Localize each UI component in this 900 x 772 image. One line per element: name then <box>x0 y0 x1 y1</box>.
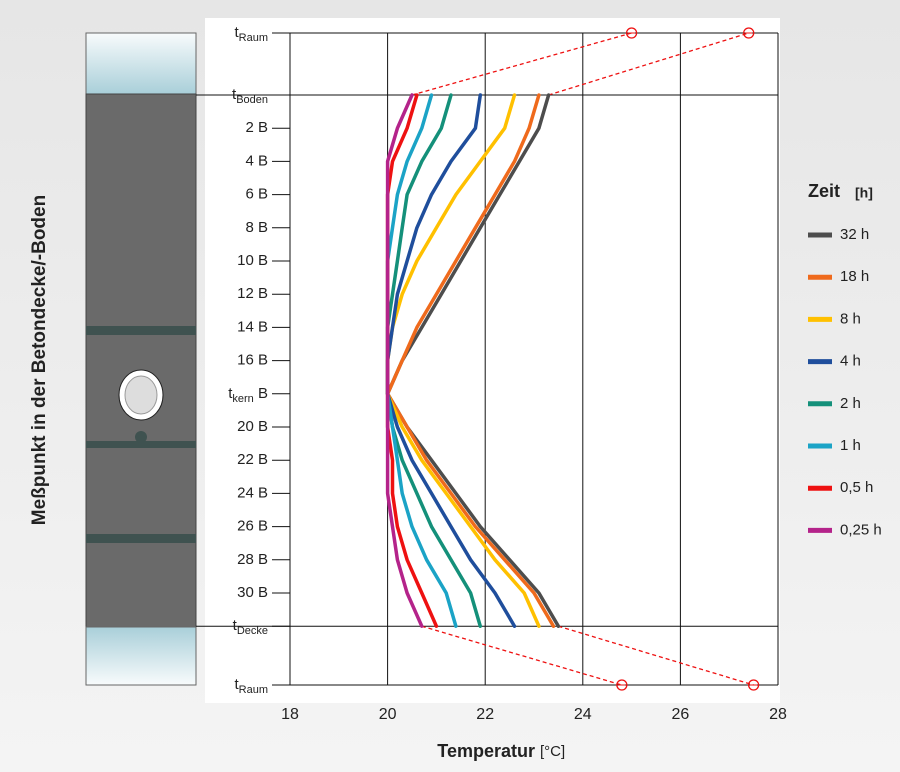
label-main: 6 B <box>245 186 268 203</box>
label-main: t <box>234 24 239 41</box>
x-tick-label: 20 <box>379 706 397 723</box>
label-sub: kern <box>232 393 253 405</box>
label-main: 12 B <box>237 285 268 302</box>
legend-label: 32 h <box>840 226 869 243</box>
series-line <box>385 93 556 628</box>
legend-label: 8 h <box>840 310 861 327</box>
x-tick-label: 24 <box>574 706 592 723</box>
y-tick-label: 12 B <box>237 285 268 302</box>
legend-label: 0,25 h <box>840 521 882 538</box>
y-tick-label: 24 B <box>237 484 268 501</box>
y-tick-label: 8 B <box>245 219 268 236</box>
y-tick-label: 4 B <box>245 152 268 169</box>
legend-label: 1 h <box>840 437 861 454</box>
y-tick-label: 6 B <box>245 186 268 203</box>
y-tick-label: 30 B <box>237 584 268 601</box>
label-main: 8 B <box>245 219 268 236</box>
room-point <box>747 679 760 691</box>
label-main: 28 B <box>237 551 268 568</box>
legend-label: 0,5 h <box>840 479 873 496</box>
label-main: 10 B <box>237 252 268 269</box>
y-tick-label: tkern B <box>228 385 268 405</box>
y-tick-label: tBoden <box>232 86 268 106</box>
y-tick-label: 22 B <box>237 451 268 468</box>
x-tick-label: 22 <box>476 706 494 723</box>
y-tick-label: 26 B <box>237 518 268 535</box>
y-tick-label: 28 B <box>237 551 268 568</box>
room-point <box>743 27 755 39</box>
room-point <box>625 27 638 39</box>
label-main: t <box>232 86 237 103</box>
legend-title: Zeit <box>808 181 840 201</box>
room-connector <box>558 625 754 686</box>
y-tick-label: tRaum <box>234 676 268 696</box>
x-axis-unit: [°C] <box>540 743 565 760</box>
label-main: 2 B <box>245 119 268 136</box>
y-axis-label: Meßpunkt in der Betondecke/-Boden <box>29 195 50 525</box>
label-main: 22 B <box>237 451 268 468</box>
label-suffix: B <box>254 385 268 402</box>
y-tick-label: tDecke <box>233 617 268 637</box>
label-main: 20 B <box>237 418 268 435</box>
room-connector <box>411 32 632 96</box>
label-sub: Boden <box>236 94 268 106</box>
y-tick-label: tRaum <box>234 24 268 44</box>
label-main: 26 B <box>237 518 268 535</box>
legend-label: 18 h <box>840 268 869 285</box>
y-tick-label: 14 B <box>237 318 268 335</box>
legend-label: 4 h <box>840 353 861 370</box>
series-line <box>385 93 424 628</box>
x-tick-label: 18 <box>281 706 299 723</box>
y-tick-label: 20 B <box>237 418 268 435</box>
slab-illustration <box>85 32 197 686</box>
label-main: 30 B <box>237 584 268 601</box>
y-tick-label: 2 B <box>245 119 268 136</box>
x-tick-label: 28 <box>769 706 787 723</box>
x-axis-label: Temperatur <box>437 741 535 761</box>
y-tick-label: 10 B <box>237 252 268 269</box>
legend-label: 2 h <box>840 395 861 412</box>
y-tick-label: 16 B <box>237 352 268 369</box>
x-tick-label: 26 <box>672 706 690 723</box>
label-sub: Raum <box>239 32 268 44</box>
label-sub: Decke <box>237 625 268 637</box>
legend-unit: [h] <box>855 185 873 201</box>
label-main: 16 B <box>237 352 268 369</box>
label-main: 24 B <box>237 484 268 501</box>
plot-background <box>205 18 780 703</box>
label-main: t <box>233 617 238 634</box>
label-main: 14 B <box>237 318 268 335</box>
label-sub: Raum <box>239 684 268 696</box>
room-point <box>616 679 628 691</box>
label-main: t <box>228 385 233 402</box>
label-main: 4 B <box>245 152 268 169</box>
label-main: t <box>234 676 239 693</box>
